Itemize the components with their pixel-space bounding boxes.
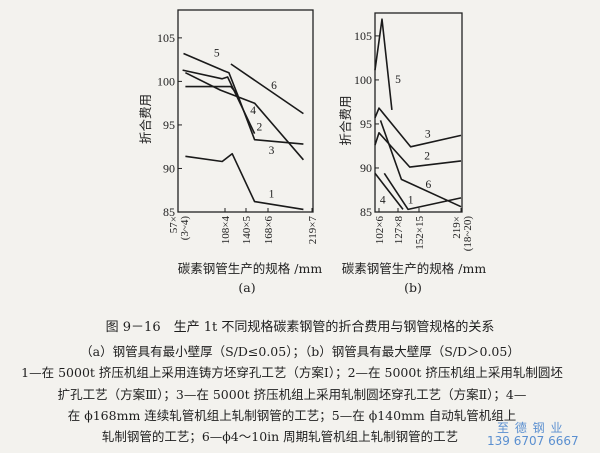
series-line-3: [374, 107, 462, 148]
y-tick-label: 100: [157, 74, 175, 88]
figure-title: 图 9－16 生产 1t 不同规格碳素钢管的折合费用与钢管规格的关系: [105, 320, 495, 335]
watermark-name: 至 德 钢 业: [497, 421, 564, 435]
y-tick-label: 105: [354, 29, 372, 43]
legend-line-3: 在 ϕ168mm 连续轧管机组上轧制钢管的工艺；5—在 ϕ140mm 自动轧管机…: [67, 408, 517, 423]
chart-b: 85 90 95 100 105 102×6 127×8 152×15 219× (18~20) 折…: [338, 12, 487, 295]
panel-label: (b): [404, 280, 422, 295]
y-tick-label: 95: [360, 117, 372, 131]
x-tick-label: 140×5: [241, 216, 253, 245]
y-tick-label: 85: [163, 205, 175, 219]
series-label-2: 2: [256, 122, 262, 134]
x-tick-label: 219×: [451, 216, 463, 239]
series-line-1: [185, 152, 304, 211]
series-line-1: [383, 172, 462, 211]
series-label-6: 6: [271, 80, 277, 92]
series-line-5: [183, 52, 239, 95]
series-label-4: 4: [250, 105, 256, 117]
plot-frame: [374, 12, 463, 213]
series-label-3: 3: [425, 129, 431, 141]
y-tick-label: 105: [157, 31, 175, 45]
series-label-2: 2: [424, 151, 430, 163]
x-tick-label: 57×: [168, 216, 180, 233]
x-tick-label: 127×8: [393, 216, 405, 245]
series-label-1: 1: [269, 189, 275, 201]
watermark-phone: 139 6707 6667: [487, 434, 579, 448]
legend-line-1: 1—在 5000t 挤压机组上采用连铸方坯穿孔工艺（方案Ⅰ）；2—在 5000t…: [21, 365, 563, 380]
x-tick-label: (18~20): [462, 216, 474, 252]
y-tick-label: 95: [163, 118, 175, 132]
y-tick-label: 90: [163, 161, 175, 175]
y-axis-title: 折合费用: [138, 94, 153, 144]
series-label-1: 1: [408, 195, 414, 207]
series-line-5: [374, 18, 393, 110]
x-tick-label: 108×4: [220, 216, 232, 245]
x-tick-label: 152×15: [414, 216, 426, 250]
series-label-5: 5: [395, 74, 401, 86]
series-label-6: 6: [426, 179, 432, 191]
x-tick-label: (3~4): [179, 216, 191, 241]
y-tick-label: 90: [360, 161, 372, 175]
legend-line-4: 轧制钢管的工艺；6—ϕ4～10in 周期轧管机组上轧制钢管的工艺: [101, 429, 459, 444]
x-axis-title: 碳素钢管生产的规格 /mm: [342, 261, 487, 276]
series-line-2: [374, 132, 462, 168]
figure-subtitle: （a）钢管具有最小壁厚（S/D≤0.05）；（b）钢管具有最大壁厚（S/D＞0.…: [80, 344, 520, 359]
series-label-5: 5: [214, 48, 220, 60]
series-label-3: 3: [269, 145, 275, 157]
series-line-3: [185, 85, 304, 145]
series-line-6: [379, 120, 462, 208]
legend-line-2: 扩孔工艺（方案Ⅲ）；3—在 5000t 挤压机组上采用轧制圆坯穿孔工艺（方案Ⅱ）…: [57, 387, 527, 402]
x-axis-title: 碳素钢管生产的规格 /mm: [178, 261, 323, 276]
series-line-4: [374, 172, 404, 210]
y-axis-title: 折合费用: [338, 95, 353, 145]
series-line-2: [185, 71, 305, 161]
series-line-6: [230, 63, 304, 115]
x-tick-label: 219×7: [307, 216, 319, 245]
series-line-4: [182, 69, 256, 134]
y-tick-label: 100: [354, 73, 372, 87]
x-tick-label: 102×6: [374, 216, 386, 245]
chart-a: 85 90 95 100 105 57× (3~4) 108×4 140×5 168×6 219×7…: [138, 9, 323, 295]
y-tick-label: 85: [360, 205, 372, 219]
figure-9-16: 85 90 95 100 105 57× (3~4) 108×4 140×5 168×6 219×7…: [138, 9, 487, 295]
x-tick-label: 168×6: [263, 216, 275, 245]
panel-label: (a): [238, 280, 255, 295]
series-label-4: 4: [380, 195, 386, 207]
